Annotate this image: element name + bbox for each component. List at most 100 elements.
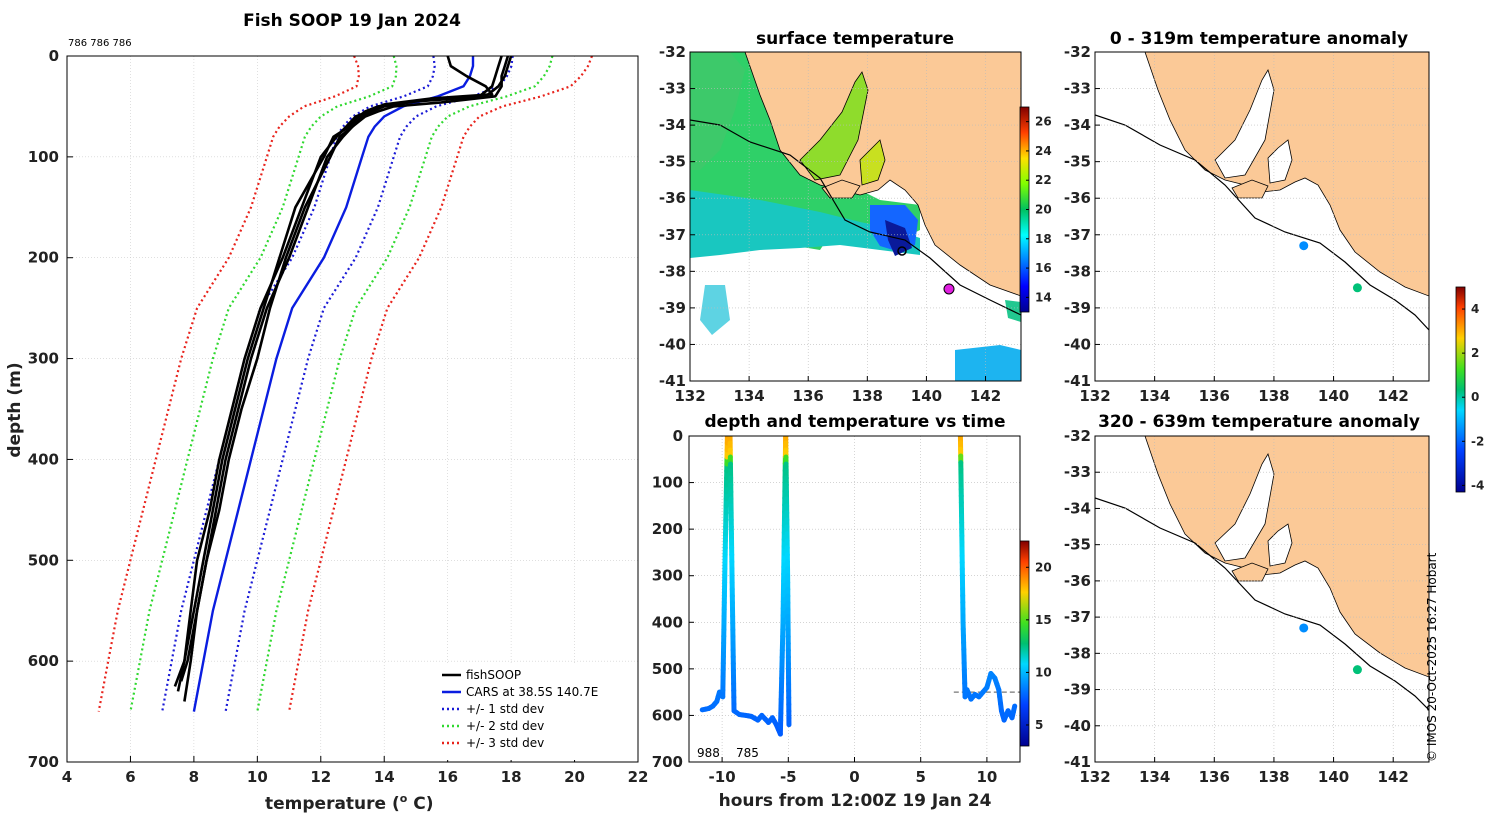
sst-gulf-stvincent [859,139,886,186]
sst-colorbar-ticks: 14 16 18 20 22 24 26 [1026,115,1052,304]
anom-deep-point [1299,623,1309,633]
sst-ytick-label: -36 [659,189,686,207]
anom-shallow-ytick-label: -36 [1064,189,1091,207]
anom-deep-xtick-label: 140 [1318,768,1349,786]
anom-shallow-xtick-label: 138 [1258,387,1289,405]
depthtime-xtick-label: -5 [780,768,797,786]
legend-cars: CARS at 38.5S 140.7E [466,685,598,699]
anom-deep-title: 320 - 639m temperature anomaly [1098,412,1420,432]
std-line-3-minus [97,55,360,712]
anom-shallow-points [1299,241,1362,293]
sst-patch-west [700,285,730,335]
anom-deep-ytick-label: -34 [1064,499,1091,517]
profile-xtick-label: 18 [501,768,522,786]
sst-station-2 [943,283,955,295]
anom-deep-gulf-stvincent [1267,523,1293,567]
std-line-1-plus [224,55,514,712]
sst-ytick-label: -39 [659,299,686,317]
anom-deep-ytick-label: -33 [1064,463,1091,481]
anom-deep-ytick-label: -32 [1064,427,1091,445]
sst-ytick-label: -41 [659,372,686,390]
depthtime-ytick-label: 700 [652,753,683,771]
anom-cb-tick-label: -2 [1471,434,1484,448]
std-line-2-minus [129,55,398,712]
anom-shallow-panel: 0 - 319m temperature anomaly 132 134 136 13… [1064,29,1430,405]
depthtime-ytick-label: 500 [652,660,683,678]
anom-shallow-xtick-label: 134 [1139,387,1170,405]
anom-cb-tick-label: 2 [1471,346,1479,360]
depthtime-ytick-label: 200 [652,520,683,538]
fishsoop-profile-3 [183,55,510,702]
fishsoop-profile-4 [173,55,503,687]
profile-title: Fish SOOP 19 Jan 2024 [243,11,461,31]
depthtime-xtick-label: 0 [849,768,859,786]
sst-field-cool [690,190,920,258]
sst-cb-tick-label: 14 [1035,290,1052,304]
sst-kangaroo-island [821,179,861,199]
anom-deep-ytick-label: -40 [1064,717,1091,735]
legend-std3: +/- 3 std dev [466,736,544,750]
sst-ytick-label: -40 [659,335,686,353]
anom-shallow-ytick-label: -32 [1064,43,1091,61]
depthtime-ytick-label: 600 [652,706,683,724]
depthtime-ytick-label: 100 [652,474,683,492]
std-line-2-plus [256,55,554,712]
profile-subtitle: 786 786 786 [68,38,132,49]
sst-panel: surface temperature 132 134 136 138 140 1 [659,29,1052,405]
depthtime-xtick-label: 5 [915,768,925,786]
depthtime-cb-tick-label: 5 [1035,718,1043,732]
anom-deep-point [1352,665,1362,675]
anom-colorbar [1455,286,1466,493]
profile-xtick-label: 14 [374,768,395,786]
sst-cb-tick-label: 24 [1035,144,1052,158]
sst-ticks: 132 134 136 138 140 142 -32 -33 -34 -35 -36 -37 -38 -… [659,43,1001,405]
anom-deep-ytick-label: -35 [1064,536,1091,554]
depthtime-colorbar-ticks: 5 10 15 20 [1026,560,1052,732]
sst-cb-tick-label: 18 [1035,232,1052,246]
sst-xtick-label: 138 [852,387,883,405]
anom-cb-tick-label: 4 [1471,302,1479,316]
anom-cb-tick-label: -4 [1471,478,1484,492]
legend-std1: +/- 1 std dev [466,702,544,716]
depthtime-ytick-label: 300 [652,567,683,585]
depthtime-annotation-1: 988 [697,746,720,760]
credit-text: © IMOS 20-Oct-2025 16:27 Hobart [1425,552,1439,762]
anom-deep-shelf-break [1095,497,1429,711]
profile-ytick-label: 700 [28,753,59,771]
sst-shelf-break [690,119,1021,316]
anom-deep-ticks: 132 134 136 138 140 142 -32 -33 -34 -35 -36 -37 -38 -… [1064,427,1409,786]
profile-ytick-label: 600 [28,652,59,670]
sst-station-1 [897,246,907,256]
profile-xtick-label: 10 [247,768,268,786]
depthtime-track2-segment [1010,703,1018,715]
anom-shallow-ytick-label: -37 [1064,226,1091,244]
anom-shallow-ytick-label: -39 [1064,299,1091,317]
profile-ytick-label: 300 [28,350,59,368]
anom-deep-ytick-label: -38 [1064,644,1091,662]
profile-ytick-label: 500 [28,551,59,569]
sst-field-shelf [690,52,745,170]
sst-xtick-label: 132 [674,387,705,405]
sst-cb-tick-label: 16 [1035,261,1052,275]
anom-shallow-ytick-label: -38 [1064,262,1091,280]
anom-shallow-shelf-break [1095,114,1429,331]
anom-shallow-ticks: 132 134 136 138 140 142 -32 -33 -34 -35 -36 -37 -38 -… [1064,43,1409,405]
profile-xtick-label: 4 [62,768,72,786]
anom-shallow-ytick-label: -35 [1064,153,1091,171]
sst-xtick-label: 142 [970,387,1001,405]
sst-ytick-label: -33 [659,80,686,98]
profile-legend: fishSOOP CARS at 38.5S 140.7E +/- 1 std … [436,664,636,760]
anom-shallow-ytick-label: -41 [1064,372,1091,390]
depthtime-track [699,436,1020,737]
sst-xtick-label: 140 [911,387,942,405]
legend-std2: +/- 2 std dev [466,719,544,733]
depthtime-xtick-label: -10 [709,768,736,786]
profile-ytick-label: 400 [28,450,59,468]
profile-xlabel: temperature (o C) [265,792,434,814]
fishsoop-profile-2 [176,55,494,692]
profile-xtick-label: 8 [189,768,199,786]
anom-deep-ytick-label: -36 [1064,572,1091,590]
cars-line [192,56,475,712]
